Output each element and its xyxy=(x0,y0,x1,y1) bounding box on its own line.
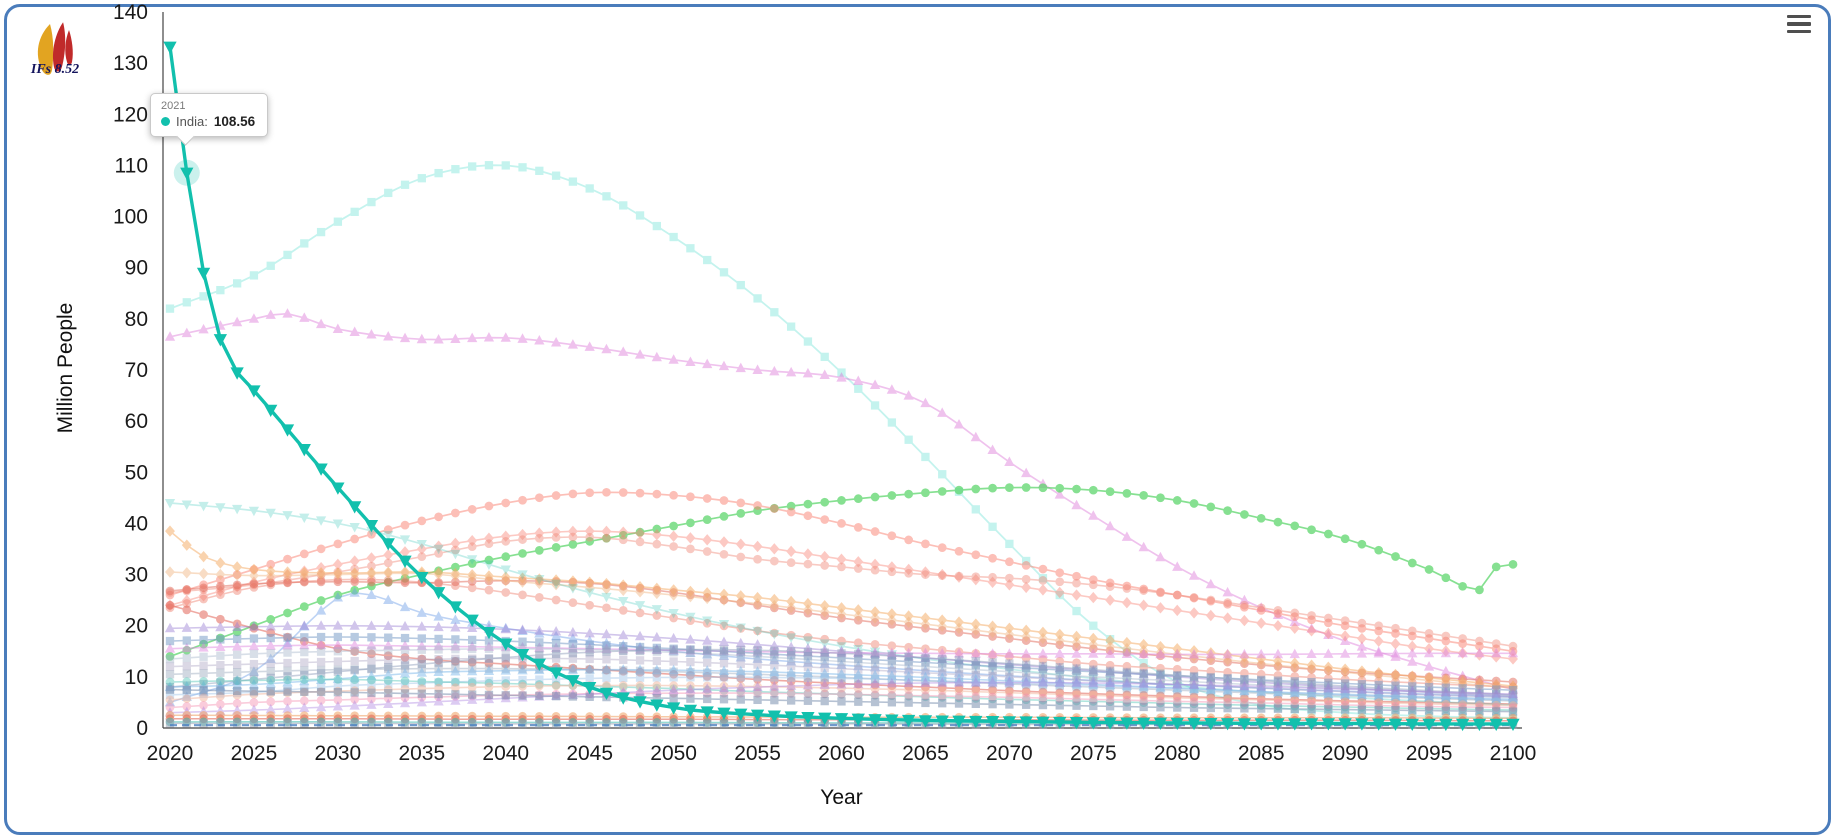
y-tick-label: 0 xyxy=(136,717,148,740)
y-axis-title: Million People xyxy=(54,303,77,434)
series-series-05 xyxy=(165,487,1518,656)
y-tick-label: 130 xyxy=(113,52,148,75)
x-tick-label: 2095 xyxy=(1406,742,1453,765)
hamburger-menu-icon xyxy=(1787,22,1811,26)
x-tick-label: 2080 xyxy=(1154,742,1201,765)
x-tick-label: 2100 xyxy=(1490,742,1537,765)
y-tick-label: 30 xyxy=(125,564,148,587)
y-tick-label: 100 xyxy=(113,206,148,229)
series-series-17 xyxy=(165,632,1518,695)
x-tick-label: 2090 xyxy=(1322,742,1369,765)
y-axis-ticks: 0 10 20 30 40 50 60 70 80 90 100 110 120 130 140 xyxy=(113,1,148,740)
chart-menu-button[interactable] xyxy=(1787,12,1813,36)
x-tick-label: 2035 xyxy=(398,742,445,765)
tooltip: 2021 India: 108.56 xyxy=(150,93,269,146)
tooltip-value: 108.56 xyxy=(213,114,256,129)
x-tick-label: 2060 xyxy=(818,742,865,765)
x-axis-title: Year xyxy=(820,786,862,809)
series-India xyxy=(163,41,1520,732)
x-tick-label: 2025 xyxy=(231,742,278,765)
y-tick-label: 60 xyxy=(125,410,148,433)
y-tick-label: 90 xyxy=(125,257,148,280)
x-tick-label: 2075 xyxy=(1070,742,1117,765)
ifs-logo-text: IFs 8.52 xyxy=(30,62,80,77)
hamburger-menu-icon xyxy=(1787,14,1811,19)
y-tick-label: 80 xyxy=(125,308,148,331)
x-tick-label: 2070 xyxy=(986,742,1033,765)
y-tick-label: 110 xyxy=(115,154,148,177)
x-tick-label: 2065 xyxy=(902,742,949,765)
x-tick-label: 2045 xyxy=(566,742,613,765)
hamburger-menu-icon xyxy=(1787,29,1811,34)
window-border xyxy=(4,4,1831,835)
y-tick-label: 10 xyxy=(125,666,148,689)
series-series-27 xyxy=(164,676,1519,717)
y-tick-label: 20 xyxy=(125,615,148,638)
y-tick-label: 120 xyxy=(113,103,148,126)
x-tick-label: 2020 xyxy=(147,742,194,765)
tooltip-series-label: India: xyxy=(176,114,208,129)
series-series-28 xyxy=(165,685,1518,716)
ifs-flame-icon xyxy=(37,22,73,75)
tooltip-year: 2021 xyxy=(161,100,186,112)
series-series-03 xyxy=(164,308,1519,694)
x-axis-ticks: 2020 2025 2030 2035 2040 2045 2050 2055 2060 2065… xyxy=(147,742,1537,765)
x-tick-label: 2050 xyxy=(650,742,697,765)
x-tick-label: 2085 xyxy=(1238,742,1285,765)
y-tick-label: 70 xyxy=(125,359,148,382)
y-tick-label: 140 xyxy=(113,1,148,24)
series-color-dot-icon xyxy=(161,117,170,126)
x-tick-label: 2030 xyxy=(315,742,362,765)
y-tick-label: 50 xyxy=(125,461,148,484)
y-tick-label: 40 xyxy=(125,512,148,535)
series-series-11 xyxy=(165,525,1518,692)
x-tick-label: 2055 xyxy=(734,742,781,765)
x-tick-label: 2040 xyxy=(482,742,529,765)
